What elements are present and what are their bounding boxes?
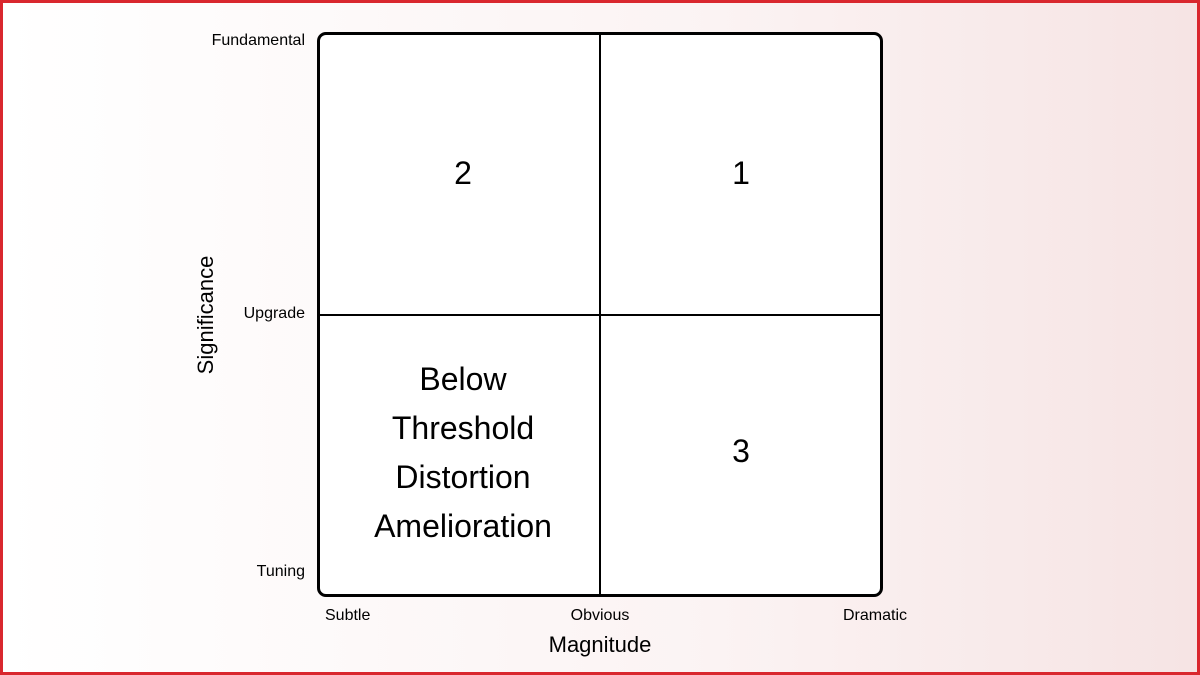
quadrant-top-left-label: 2 (454, 154, 472, 191)
quadrant-bottom-left-line-1: Below (419, 361, 507, 397)
y-axis-title: Significance (193, 255, 218, 375)
quadrant-bottom-left-line-4: Amelioration (374, 508, 552, 544)
quadrant-top-left: 2 (323, 103, 603, 243)
y-tick-fundamental: Fundamental (211, 32, 305, 49)
quadrant-top-right: 1 (601, 103, 881, 243)
quadrant-bottom-left-label: Below Threshold Distortion Amelioration (374, 355, 552, 551)
quadrant-bottom-right-label: 3 (732, 432, 750, 469)
horizontal-divider (317, 314, 883, 316)
y-tick-tuning: Tuning (256, 563, 305, 580)
quadrant-bottom-left-line-3: Distortion (395, 459, 531, 495)
y-tick-upgrade: Upgrade (243, 305, 305, 322)
x-tick-obvious: Obvious (570, 607, 630, 624)
quadrant-bottom-left: Below Threshold Distortion Amelioration (323, 355, 603, 551)
quadrant-bottom-left-line-2: Threshold (391, 410, 535, 446)
x-axis-title: Magnitude (548, 632, 652, 657)
x-tick-subtle: Subtle (325, 607, 371, 624)
quadrant-bottom-right: 3 (601, 381, 881, 521)
x-tick-dramatic: Dramatic (842, 607, 907, 624)
quadrant-top-right-label: 1 (732, 154, 750, 191)
